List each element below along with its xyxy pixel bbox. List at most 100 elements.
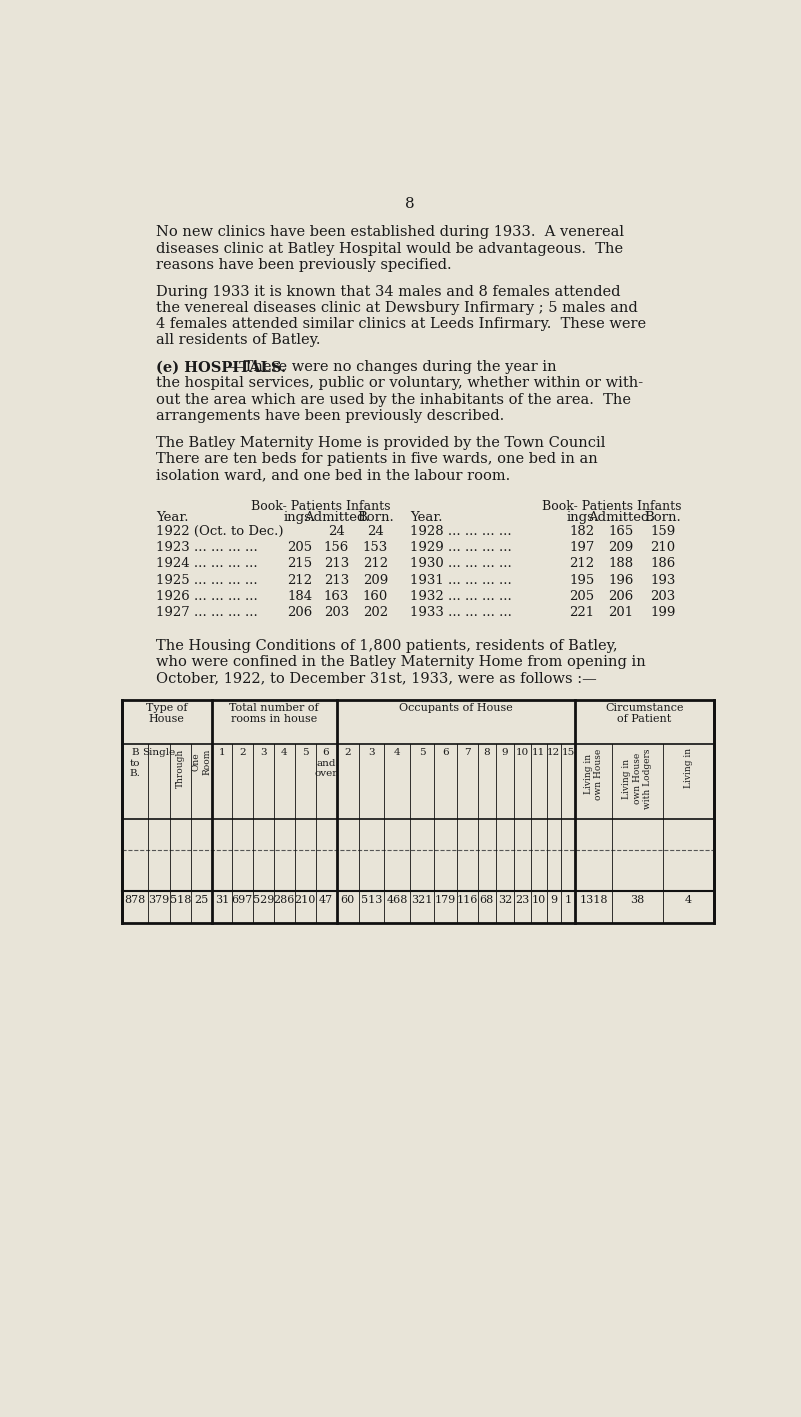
Text: 206: 206 <box>608 589 634 602</box>
Text: all residents of Batley.: all residents of Batley. <box>156 333 320 347</box>
Text: Through: Through <box>176 748 185 788</box>
Text: Living in: Living in <box>684 748 693 788</box>
Text: 31: 31 <box>215 894 229 904</box>
Text: Admitted.: Admitted. <box>304 512 369 524</box>
Text: 5: 5 <box>419 748 425 757</box>
Text: 195: 195 <box>570 574 595 587</box>
Text: 24: 24 <box>367 526 384 538</box>
Text: 32: 32 <box>498 894 512 904</box>
Text: 12: 12 <box>547 748 561 757</box>
Text: 518: 518 <box>170 894 191 904</box>
Text: 68: 68 <box>480 894 494 904</box>
Text: 5: 5 <box>302 748 308 757</box>
Text: 212: 212 <box>363 557 388 571</box>
Text: 1928 ... ... ... ...: 1928 ... ... ... ... <box>410 526 512 538</box>
Bar <box>122 700 714 922</box>
Text: During 1933 it is known that 34 males and 8 females attended: During 1933 it is known that 34 males an… <box>156 285 621 299</box>
Text: 697: 697 <box>231 894 253 904</box>
Text: 156: 156 <box>324 541 349 554</box>
Text: 205: 205 <box>570 589 594 602</box>
Text: 212: 212 <box>288 574 312 587</box>
Text: The Batley Maternity Home is provided by the Town Council: The Batley Maternity Home is provided by… <box>156 435 606 449</box>
Text: 203: 203 <box>324 606 349 619</box>
Text: 1933 ... ... ... ...: 1933 ... ... ... ... <box>410 606 512 619</box>
Text: 196: 196 <box>608 574 634 587</box>
Text: isolation ward, and one bed in the labour room.: isolation ward, and one bed in the labou… <box>156 468 510 482</box>
Text: 1: 1 <box>565 894 572 904</box>
Text: Year.: Year. <box>156 512 188 524</box>
Text: Living in
own House: Living in own House <box>584 748 603 799</box>
Text: 878: 878 <box>124 894 146 904</box>
Text: 165: 165 <box>608 526 634 538</box>
Text: 210: 210 <box>295 894 316 904</box>
Text: B
to
B.: B to B. <box>130 748 140 778</box>
Text: who were confined in the Batley Maternity Home from opening in: who were confined in the Batley Maternit… <box>156 655 646 669</box>
Text: 1923 ... ... ... ...: 1923 ... ... ... ... <box>156 541 258 554</box>
Text: 1930 ... ... ... ...: 1930 ... ... ... ... <box>410 557 512 571</box>
Text: 193: 193 <box>650 574 675 587</box>
Text: 221: 221 <box>570 606 594 619</box>
Text: 1926 ... ... ... ...: 1926 ... ... ... ... <box>156 589 258 602</box>
Text: the hospital services, public or voluntary, whether within or with-: the hospital services, public or volunta… <box>156 377 643 391</box>
Text: 24: 24 <box>328 526 345 538</box>
Text: Living in
own House
with Lodgers: Living in own House with Lodgers <box>622 748 652 809</box>
Text: 1932 ... ... ... ...: 1932 ... ... ... ... <box>410 589 512 602</box>
Text: 25: 25 <box>194 894 208 904</box>
Text: 1931 ... ... ... ...: 1931 ... ... ... ... <box>410 574 512 587</box>
Text: 4: 4 <box>281 748 288 757</box>
Text: 11: 11 <box>532 748 545 757</box>
Text: 202: 202 <box>363 606 388 619</box>
Text: Born.: Born. <box>357 512 393 524</box>
Text: October, 1922, to December 31st, 1933, were as follows :—: October, 1922, to December 31st, 1933, w… <box>156 672 597 686</box>
Text: 153: 153 <box>363 541 388 554</box>
Text: Year.: Year. <box>410 512 443 524</box>
Text: 15: 15 <box>562 748 575 757</box>
Text: 286: 286 <box>273 894 295 904</box>
Text: The Housing Conditions of 1,800 patients, residents of Batley,: The Housing Conditions of 1,800 patients… <box>156 639 618 653</box>
Text: diseases clinic at Batley Hospital would be advantageous.  The: diseases clinic at Batley Hospital would… <box>156 242 623 255</box>
Text: (e) HOSPITALS.: (e) HOSPITALS. <box>156 360 286 374</box>
Text: 159: 159 <box>650 526 675 538</box>
Text: 1: 1 <box>219 748 225 757</box>
Text: 2: 2 <box>344 748 351 757</box>
Text: —There were no changes during the year in: —There were no changes during the year i… <box>228 360 556 374</box>
Text: 8: 8 <box>484 748 490 757</box>
Text: Book- Patients Infants: Book- Patients Infants <box>252 500 391 513</box>
Text: 7: 7 <box>464 748 470 757</box>
Text: 201: 201 <box>609 606 634 619</box>
Text: 212: 212 <box>570 557 594 571</box>
Text: 9: 9 <box>501 748 509 757</box>
Text: ings.: ings. <box>566 512 598 524</box>
Text: arrangements have been previously described.: arrangements have been previously descri… <box>156 408 504 422</box>
Text: Total number of
rooms in house: Total number of rooms in house <box>229 703 319 724</box>
Text: One
Room: One Room <box>191 748 211 775</box>
Text: 197: 197 <box>570 541 595 554</box>
Text: 203: 203 <box>650 589 675 602</box>
Text: ings.: ings. <box>284 512 316 524</box>
Text: 1318: 1318 <box>579 894 608 904</box>
Text: 513: 513 <box>360 894 382 904</box>
Text: 6: 6 <box>442 748 449 757</box>
Text: 379: 379 <box>148 894 170 904</box>
Text: reasons have been previously specified.: reasons have been previously specified. <box>156 258 452 272</box>
Text: 1929 ... ... ... ...: 1929 ... ... ... ... <box>410 541 512 554</box>
Text: 210: 210 <box>650 541 675 554</box>
Text: 9: 9 <box>550 894 557 904</box>
Text: 10: 10 <box>532 894 546 904</box>
Text: 160: 160 <box>363 589 388 602</box>
Text: 206: 206 <box>288 606 312 619</box>
Text: 213: 213 <box>324 574 349 587</box>
Text: 213: 213 <box>324 557 349 571</box>
Text: 4: 4 <box>685 894 692 904</box>
Text: 1922 (Oct. to Dec.): 1922 (Oct. to Dec.) <box>156 526 284 538</box>
Text: No new clinics have been established during 1933.  A venereal: No new clinics have been established dur… <box>156 225 624 239</box>
Text: 163: 163 <box>324 589 349 602</box>
Text: the venereal diseases clinic at Dewsbury Infirmary ; 5 males and: the venereal diseases clinic at Dewsbury… <box>156 300 638 315</box>
Text: 205: 205 <box>288 541 312 554</box>
Text: 199: 199 <box>650 606 675 619</box>
Text: 209: 209 <box>363 574 388 587</box>
Text: There are ten beds for patients in five wards, one bed in an: There are ten beds for patients in five … <box>156 452 598 466</box>
Text: 1925 ... ... ... ...: 1925 ... ... ... ... <box>156 574 258 587</box>
Text: Single: Single <box>143 748 175 757</box>
Text: 6
and
over: 6 and over <box>315 748 338 778</box>
